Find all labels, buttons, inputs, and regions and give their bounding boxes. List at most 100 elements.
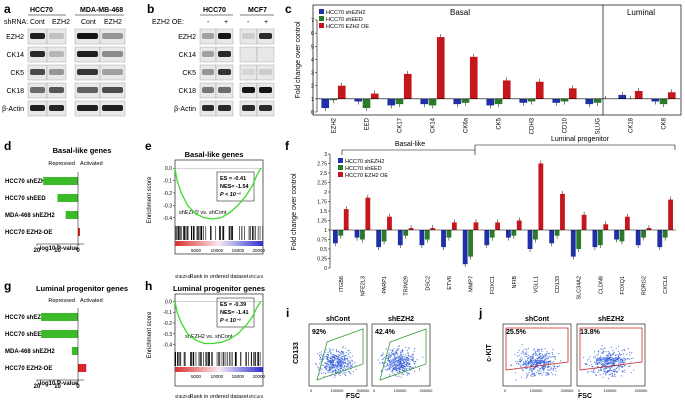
event-dot [557,366,559,368]
event-dot [525,377,528,379]
event-dot [336,365,338,367]
bar [441,230,446,248]
event-dot [541,357,543,360]
group-label: Luminal [627,8,655,17]
event-dot [382,358,384,360]
event-dot [389,349,391,351]
event-dot [407,356,409,359]
event-dot [318,367,320,369]
event-dot [334,359,336,361]
event-dot [347,360,349,363]
condition-label: + [224,19,228,26]
event-dot [514,353,516,355]
bar [585,98,594,105]
event-dot [331,367,333,369]
legend-label: HCC70 shEZH2 [326,10,365,16]
event-dot [317,368,319,370]
event-dot [613,361,615,363]
event-dot [389,360,391,362]
event-dot [589,365,591,367]
event-dot [538,356,540,358]
event-dot [587,359,589,361]
event-dot [543,372,545,374]
event-dot [393,358,395,360]
blot-label: β-Actin [2,106,24,113]
bar [403,73,412,99]
x-tick-label: 20 [34,384,41,390]
event-dot [351,355,354,357]
bar [387,98,396,106]
event-dot [342,362,344,364]
event-dot [336,361,338,363]
event-dot [404,346,406,348]
blot-stack: EZH2 CK14 CK5 CK18 β-Actin [2,28,126,117]
event-dot [407,360,409,362]
event-dot [521,343,523,345]
event-dot [396,362,398,364]
event-dot [337,364,339,366]
event-dot [543,363,545,365]
event-dot [604,359,606,361]
event-dot [611,375,614,377]
event-dot [526,359,529,361]
event-dot [385,365,387,367]
legend-swatch [338,158,343,163]
row-label: HCC70 EZH2-OE [5,366,52,372]
blot-label: β-Actin [174,106,196,113]
event-dot [525,359,527,361]
y-tick-label: 3 [324,152,327,158]
y-tick-label: 1.25 [317,219,327,225]
event-dot [418,369,420,371]
event-dot [334,355,336,357]
event-dot [528,369,531,371]
event-dot [398,375,400,377]
event-dot [615,347,617,349]
cell-line-label: HCC70 [30,7,53,14]
event-dot [621,350,624,352]
event-dot [629,354,631,356]
event-dot [408,368,411,370]
event-dot [391,362,394,364]
event-dot [390,355,392,357]
event-dot [594,371,596,373]
event-dot [319,352,321,354]
x-tick-label: 20 [34,248,41,254]
event-dot [347,353,350,355]
x-axis-label: FSC [346,393,360,400]
event-dot [541,368,544,370]
event-dot [406,374,408,376]
event-dot [615,361,617,363]
event-dot [546,352,548,354]
panel-c: c Basal Luminal Fold change over control… [285,2,682,134]
event-dot [392,364,394,366]
event-dot [549,365,551,367]
row-label: HCC70 shEED [5,196,46,202]
event-dot [539,353,541,355]
event-dot [552,374,554,376]
y-tick-label: 1 [311,97,314,103]
event-dot [422,356,424,358]
bar-chart: 0 0.25 0.5 0.75 1 1.25 1.5 1.75 2 2.25 2.5 2.75 3 ITG… [317,152,676,300]
event-dot [539,360,542,362]
event-dot [602,350,605,352]
condition-label: + [264,19,268,26]
bar [502,80,511,99]
event-dot [320,367,322,369]
event-dot [532,356,534,358]
event-dot [522,350,524,352]
event-dot [537,366,539,368]
event-dot [585,363,588,365]
bar [581,214,587,230]
y-tick-label: 1 [324,228,327,234]
event-dot [407,352,409,354]
bar [519,98,528,103]
event-dot [607,350,610,353]
event-dot [403,355,405,357]
event-dot [624,349,626,352]
event-dot [413,350,415,352]
event-dot [591,363,593,365]
event-dot [323,375,325,378]
x-tick-label: 0 [76,384,80,390]
event-dot [602,373,604,375]
bar [494,98,503,105]
